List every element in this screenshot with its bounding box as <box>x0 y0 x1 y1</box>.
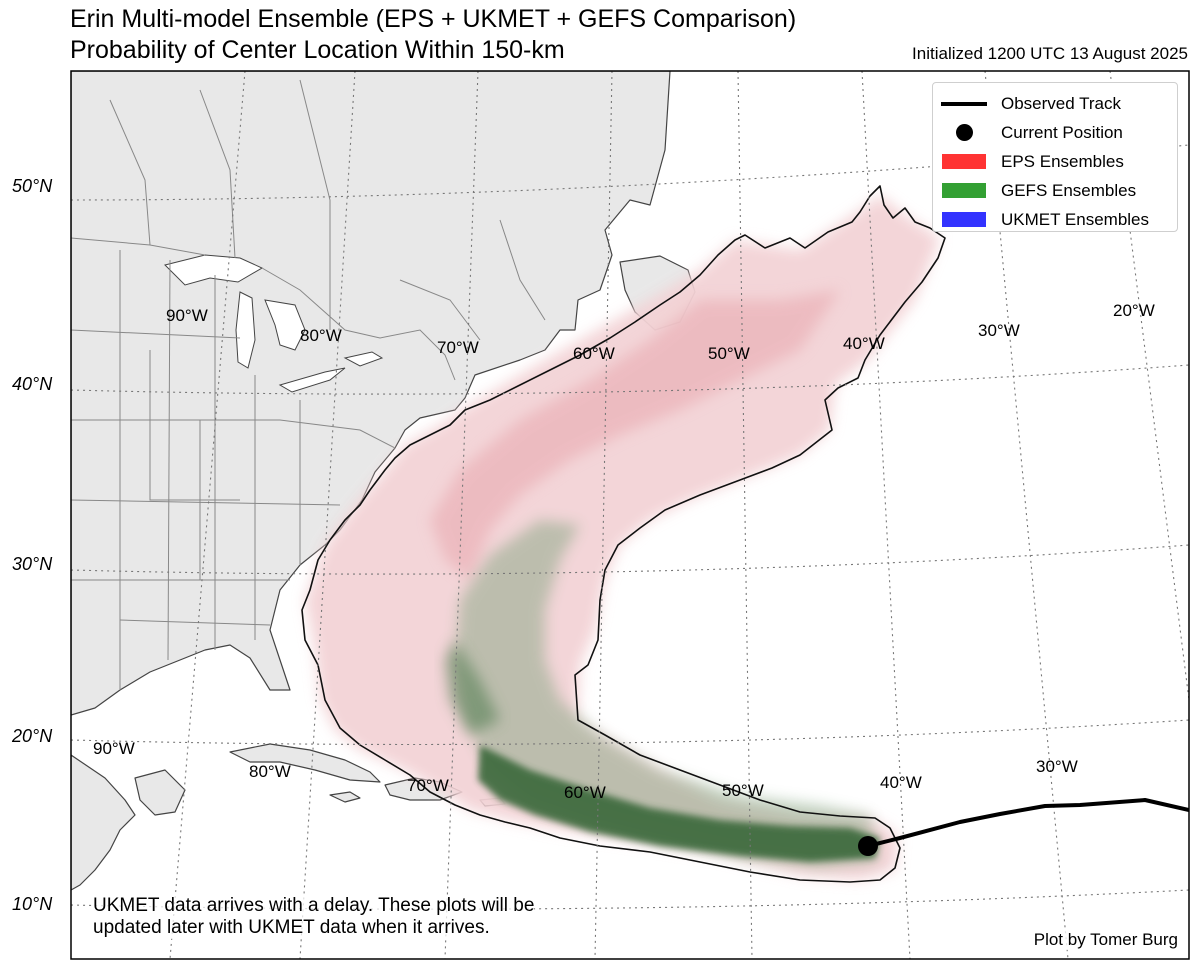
lon-line-90 <box>169 71 246 959</box>
legend-item-ukmet: UKMET Ensembles <box>941 205 1169 234</box>
title-line-2: Probability of Center Location Within 15… <box>70 36 565 64</box>
legend-label: UKMET Ensembles <box>1001 209 1150 229</box>
lon-line-70 <box>444 71 479 959</box>
lat-label-10: 10°N <box>12 894 53 914</box>
central-america-land <box>71 754 136 891</box>
lon-label-north-20: 20°W <box>1113 301 1155 320</box>
lon-label-south-70: 70°W <box>407 776 449 795</box>
lake-superior <box>164 254 264 286</box>
yucatan-land <box>134 769 186 816</box>
lat-line-50 <box>71 144 1189 201</box>
lon-line-50 <box>737 71 753 959</box>
lon-label-north-60: 60°W <box>573 344 615 363</box>
lat-label-40: 40°N <box>12 374 53 394</box>
cuba-land <box>229 743 381 783</box>
jamaica-land <box>329 791 361 803</box>
longitude-labels-south: 90°W 80°W 70°W 60°W 50°W 40°W 30°W <box>93 739 1078 802</box>
legend-item-gefs: GEFS Ensembles <box>941 176 1169 205</box>
lon-label-south-30: 30°W <box>1036 757 1078 776</box>
gefs-swatch-icon <box>941 181 987 201</box>
lon-label-north-70: 70°W <box>437 338 479 357</box>
lat-line-30 <box>71 544 1189 575</box>
lon-label-north-90: 90°W <box>166 306 208 325</box>
legend-label: EPS Ensembles <box>1001 151 1124 171</box>
lon-line-40 <box>861 71 911 959</box>
gefs-core-region <box>478 745 880 862</box>
lat-label-30: 30°N <box>12 554 53 574</box>
legend-label: GEFS Ensembles <box>1001 180 1137 200</box>
political-borders <box>71 79 546 690</box>
north-america-land <box>71 71 671 716</box>
position-dot-icon <box>941 123 987 143</box>
map-legend: Observed Track Current Position EPS Ense… <box>932 82 1178 232</box>
ukmet-swatch-icon <box>941 210 987 230</box>
legend-label: Observed Track <box>1001 93 1121 113</box>
lon-label-south-40: 40°W <box>880 773 922 792</box>
lake-huron <box>264 299 306 351</box>
lat-label-20: 20°N <box>11 726 53 746</box>
probability-swath <box>305 195 940 880</box>
note-line-1: UKMET data arrives with a delay. These p… <box>93 895 535 916</box>
lake-ontario <box>343 351 384 367</box>
swath-outline <box>301 185 946 883</box>
note-line-2: updated later with UKMET data when it ar… <box>93 917 490 938</box>
lon-line-60 <box>594 71 613 959</box>
lon-line-80 <box>299 71 356 959</box>
track-line-icon <box>941 94 987 114</box>
latitude-labels: 50°N 40°N 30°N 20°N 10°N <box>11 176 53 914</box>
eps-swatch-icon <box>941 152 987 172</box>
lon-line-20 <box>1109 71 1189 701</box>
lon-line-30 <box>984 71 1069 959</box>
legend-item-current-position: Current Position <box>941 118 1169 147</box>
lon-label-north-80: 80°W <box>300 326 342 345</box>
lat-line-40 <box>71 364 1189 395</box>
great-lakes <box>164 254 384 393</box>
lat-label-50: 50°N <box>12 176 53 196</box>
map-title: Erin Multi-model Ensemble (EPS + UKMET +… <box>70 4 796 66</box>
lat-line-20 <box>71 719 1189 746</box>
legend-item-observed-track: Observed Track <box>941 89 1169 118</box>
legend-label: Current Position <box>1001 122 1123 142</box>
initialized-time: Initialized 1200 UTC 13 August 2025 <box>912 44 1188 63</box>
lon-label-north-30: 30°W <box>978 321 1020 340</box>
map-frame <box>70 70 1190 960</box>
lon-label-south-90: 90°W <box>93 739 135 758</box>
lon-label-south-60: 60°W <box>564 783 606 802</box>
title-line-1: Erin Multi-model Ensemble (EPS + UKMET +… <box>70 5 797 33</box>
current-position-marker <box>858 836 878 856</box>
lake-michigan <box>235 291 256 369</box>
eps-core-region <box>430 290 840 580</box>
legend-item-eps: EPS Ensembles <box>941 147 1169 176</box>
observed-track-line <box>866 798 1189 848</box>
lon-label-south-50: 50°W <box>722 781 764 800</box>
lon-label-south-80: 80°W <box>249 762 291 781</box>
plot-credit: Plot by Tomer Burg <box>1033 930 1178 950</box>
lon-label-north-50: 50°W <box>708 344 750 363</box>
ukmet-delay-note: UKMET data arrives with a delay. These p… <box>93 895 535 939</box>
lake-erie <box>278 367 346 393</box>
gefs-fade-region <box>445 640 500 735</box>
longitude-labels-north: 90°W 80°W 70°W 60°W 50°W 40°W 30°W 20°W <box>166 301 1155 363</box>
lon-label-north-40: 40°W <box>843 334 885 353</box>
